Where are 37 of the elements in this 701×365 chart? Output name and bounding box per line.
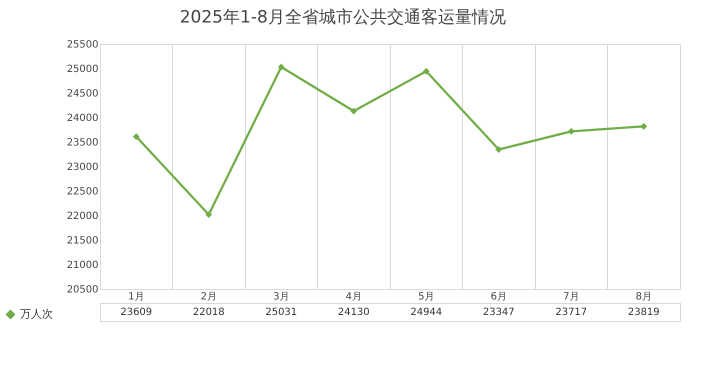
x-tick-label: 4月 [346,292,362,302]
point [278,64,285,70]
point [495,146,502,153]
data-label: 22018 [192,307,225,318]
point [205,211,212,218]
point [568,128,575,135]
data-label: 24944 [410,307,442,318]
data-label: 23347 [482,307,515,318]
x-tick-label: 1月 [128,292,144,302]
y-tick-label: 21000 [66,260,98,271]
x-tick-label: 8月 [636,292,652,302]
point [422,68,430,75]
y-tick-label: 25000 [66,64,98,75]
x-tick-label: 2月 [200,292,217,302]
y-tick-label: 21500 [66,236,98,246]
y-tick-label: 25500 [66,40,98,50]
x-tick-label: 3月 [273,292,290,302]
point [132,133,140,140]
data-label: 23609 [120,307,152,318]
point [640,123,648,130]
data-label: 25031 [265,307,298,318]
data-label: 24130 [338,307,370,318]
point [350,108,358,114]
data-label: 23819 [628,307,660,318]
y-tick-label: 22500 [66,186,98,198]
data-label: 23717 [555,307,588,318]
y-tick-label: 20500 [66,284,98,296]
x-tick-label: 7月 [563,292,580,302]
y-tick-label: 23500 [66,138,98,148]
y-tick-label: 23000 [66,162,98,173]
y-tick-label: 24500 [66,88,98,100]
legend-label: 万人次 [20,308,53,320]
x-tick-label: 5月 [418,292,434,302]
x-tick-label: 6月 [490,292,507,302]
chart-title: 2025年1-8月全省城市公共交通客运量情况 [180,8,506,28]
y-tick-label: 24000 [66,113,98,124]
y-tick-label: 22000 [66,211,98,222]
